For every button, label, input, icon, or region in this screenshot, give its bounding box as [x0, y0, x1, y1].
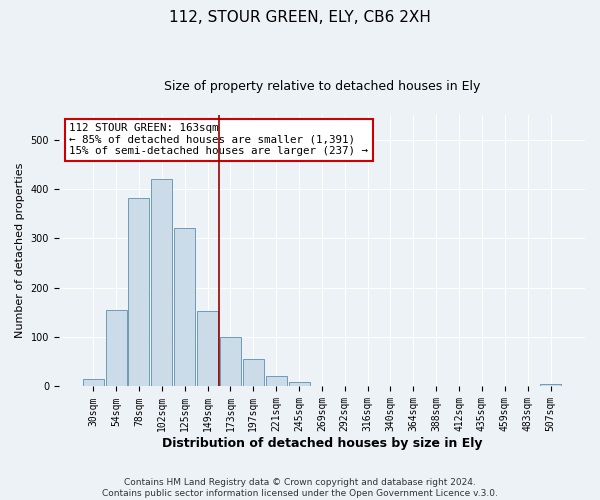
Bar: [540, 384, 561, 386]
Bar: [220, 337, 241, 386]
Title: Size of property relative to detached houses in Ely: Size of property relative to detached ho…: [164, 80, 480, 93]
Bar: [289, 382, 310, 386]
Y-axis label: Number of detached properties: Number of detached properties: [15, 163, 25, 338]
Bar: [128, 198, 149, 386]
Text: Contains HM Land Registry data © Crown copyright and database right 2024.
Contai: Contains HM Land Registry data © Crown c…: [102, 478, 498, 498]
Bar: [83, 379, 104, 386]
Bar: [174, 228, 195, 386]
Bar: [266, 376, 287, 386]
Bar: [151, 179, 172, 386]
Bar: [243, 360, 264, 386]
Bar: [106, 310, 127, 386]
Text: 112, STOUR GREEN, ELY, CB6 2XH: 112, STOUR GREEN, ELY, CB6 2XH: [169, 10, 431, 25]
X-axis label: Distribution of detached houses by size in Ely: Distribution of detached houses by size …: [161, 437, 482, 450]
Text: 112 STOUR GREEN: 163sqm
← 85% of detached houses are smaller (1,391)
15% of semi: 112 STOUR GREEN: 163sqm ← 85% of detache…: [70, 123, 368, 156]
Bar: [197, 311, 218, 386]
